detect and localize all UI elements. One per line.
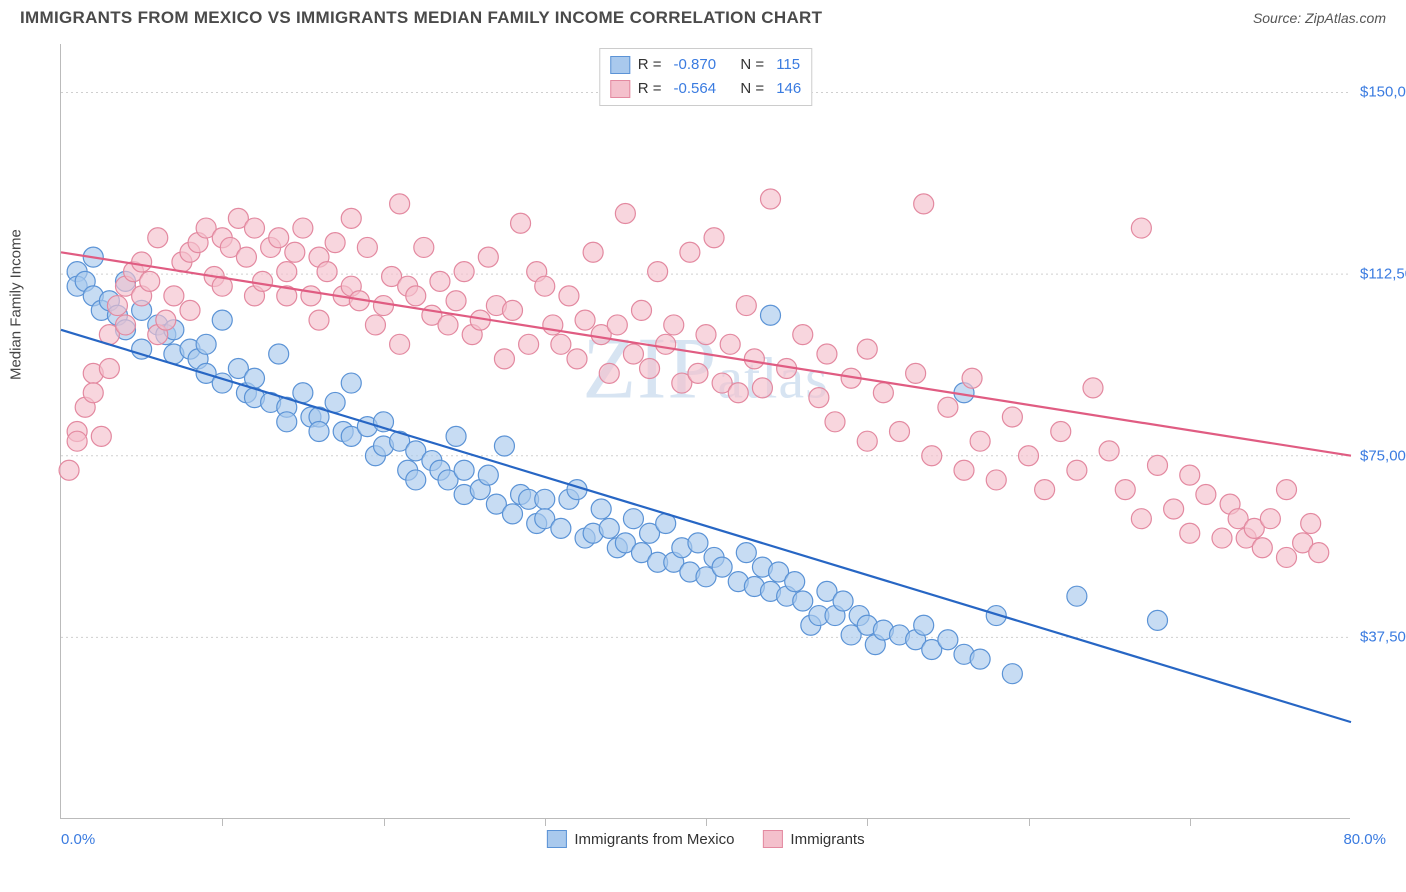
y-tick-label: $150,000 [1360, 84, 1406, 101]
y-axis-label: Median Family Income [8, 229, 25, 380]
n-value-2: 146 [776, 77, 801, 101]
x-axis-max: 80.0% [1343, 831, 1386, 848]
legend-item-1: Immigrants from Mexico [546, 830, 734, 848]
legend-label-1: Immigrants from Mexico [574, 831, 734, 848]
plot-area: ZIPatlas R = -0.870 N = 115 R = -0.564 N… [60, 44, 1350, 819]
trendline [61, 330, 1351, 722]
x-tick [222, 818, 223, 826]
r-label: R = [638, 53, 662, 77]
r-value-1: -0.870 [674, 53, 717, 77]
legend-label-2: Immigrants [790, 831, 864, 848]
header: IMMIGRANTS FROM MEXICO VS IMMIGRANTS MED… [0, 0, 1406, 40]
r-value-2: -0.564 [674, 77, 717, 101]
x-tick [1190, 818, 1191, 826]
y-tick-label: $75,000 [1360, 447, 1406, 464]
source-label: Source: ZipAtlas.com [1253, 10, 1386, 26]
r-label: R = [638, 77, 662, 101]
n-label: N = [740, 53, 764, 77]
x-tick [867, 818, 868, 826]
legend-swatch-2 [762, 830, 782, 848]
bottom-legend: Immigrants from Mexico Immigrants [546, 830, 864, 848]
trendline [61, 252, 1351, 455]
legend-swatch-1 [546, 830, 566, 848]
swatch-series-1 [610, 56, 630, 74]
n-value-1: 115 [776, 53, 800, 77]
chart-area: Median Family Income ZIPatlas R = -0.870… [20, 44, 1386, 849]
x-tick [384, 818, 385, 826]
swatch-series-2 [610, 80, 630, 98]
y-tick-label: $37,500 [1360, 629, 1406, 646]
stats-box: R = -0.870 N = 115 R = -0.564 N = 146 [599, 48, 812, 106]
stats-row-2: R = -0.564 N = 146 [610, 77, 801, 101]
y-tick-label: $112,500 [1360, 266, 1406, 283]
legend-item-2: Immigrants [762, 830, 864, 848]
x-axis-min: 0.0% [61, 831, 95, 848]
x-tick [1029, 818, 1030, 826]
x-tick [545, 818, 546, 826]
n-label: N = [740, 77, 764, 101]
stats-row-1: R = -0.870 N = 115 [610, 53, 801, 77]
x-tick [706, 818, 707, 826]
chart-title: IMMIGRANTS FROM MEXICO VS IMMIGRANTS MED… [20, 8, 822, 28]
trendline-svg [61, 44, 1350, 818]
